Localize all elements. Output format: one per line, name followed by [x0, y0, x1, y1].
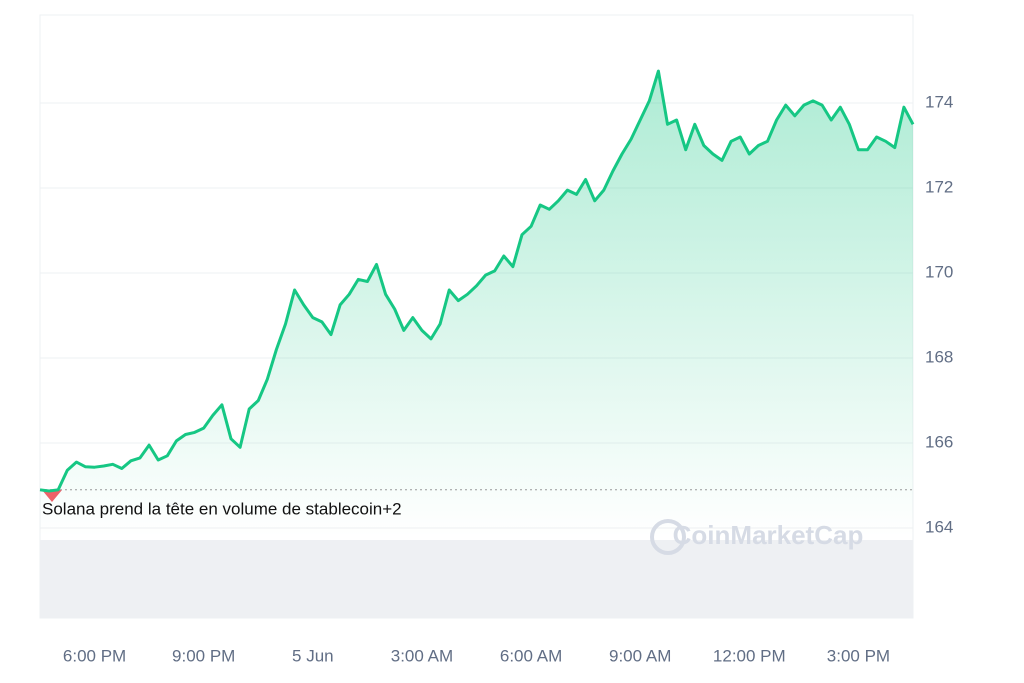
price-line — [39, 69, 915, 493]
y-tick-label: 174 — [925, 92, 953, 111]
watermark: CoinMarketCap — [673, 520, 864, 550]
x-tick-label: 5 Jun — [292, 646, 334, 665]
watermark-logo — [650, 519, 686, 555]
x-tick-label: 9:00 PM — [172, 646, 235, 665]
x-tick-label: 3:00 AM — [391, 646, 453, 665]
y-tick-label: 170 — [925, 262, 953, 281]
annotation-marker — [42, 490, 62, 502]
x-tick-label: 6:00 AM — [500, 646, 562, 665]
annotation: Solana prend la tête en volume de stable… — [42, 499, 402, 518]
x-tick-label: 9:00 AM — [609, 646, 671, 665]
x-tick-label: 6:00 PM — [63, 646, 126, 665]
y-tick-label: 166 — [925, 432, 953, 451]
x-tick-label: 12:00 PM — [713, 646, 786, 665]
x-tick-label: 3:00 PM — [827, 646, 890, 665]
y-tick-label: 168 — [925, 347, 953, 366]
volume-band — [40, 540, 913, 618]
y-tick-label: 164 — [925, 517, 953, 536]
y-tick-label: 172 — [925, 177, 953, 196]
area — [40, 71, 913, 537]
